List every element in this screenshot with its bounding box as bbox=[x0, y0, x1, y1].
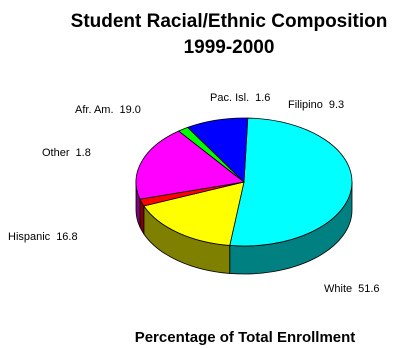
pie-slice-afr-am bbox=[135, 130, 245, 200]
slice-label-value: 1.6 bbox=[255, 92, 270, 104]
pie-slice-hispanic bbox=[143, 181, 245, 246]
slice-label-name: Pac. Isl. bbox=[210, 92, 249, 104]
slice-label-value: 9.3 bbox=[329, 99, 344, 111]
slice-label-name: Other bbox=[42, 147, 70, 159]
slice-label-value: 16.8 bbox=[56, 231, 77, 243]
slice-label-afr-am: Afr. Am. 19.0 bbox=[75, 104, 141, 116]
slice-label-name: Filipino bbox=[288, 99, 323, 111]
pie-slices bbox=[135, 117, 353, 247]
slice-label-value: 51.6 bbox=[358, 283, 379, 295]
chart-caption: Percentage of Total Enrollment bbox=[135, 329, 356, 346]
slice-label-filipino: Filipino 9.3 bbox=[288, 99, 344, 111]
pie-slice-filipino bbox=[186, 117, 249, 183]
slice-label-white: White 51.6 bbox=[324, 283, 380, 295]
chart-title: Student Racial/Ethnic Composition bbox=[71, 11, 388, 32]
slice-label-other: Other 1.8 bbox=[42, 147, 91, 159]
pie-labels: White 51.6 Hispanic 16.8 Other 1.8 Afr. Am. 19.… bbox=[8, 92, 380, 295]
slice-label-name: Afr. Am. bbox=[75, 104, 114, 116]
slice-label-value: 19.0 bbox=[120, 104, 141, 116]
slice-label-name: Hispanic bbox=[8, 231, 51, 243]
slice-label-pac-isl: Pac. Isl. 1.6 bbox=[210, 92, 270, 104]
slice-label-name: White bbox=[324, 283, 352, 295]
pie-slice-white bbox=[229, 117, 353, 247]
slice-label-hispanic: Hispanic 16.8 bbox=[8, 231, 78, 243]
slice-label-value: 1.8 bbox=[76, 147, 91, 159]
chart-subtitle: 1999-2000 bbox=[184, 37, 275, 58]
